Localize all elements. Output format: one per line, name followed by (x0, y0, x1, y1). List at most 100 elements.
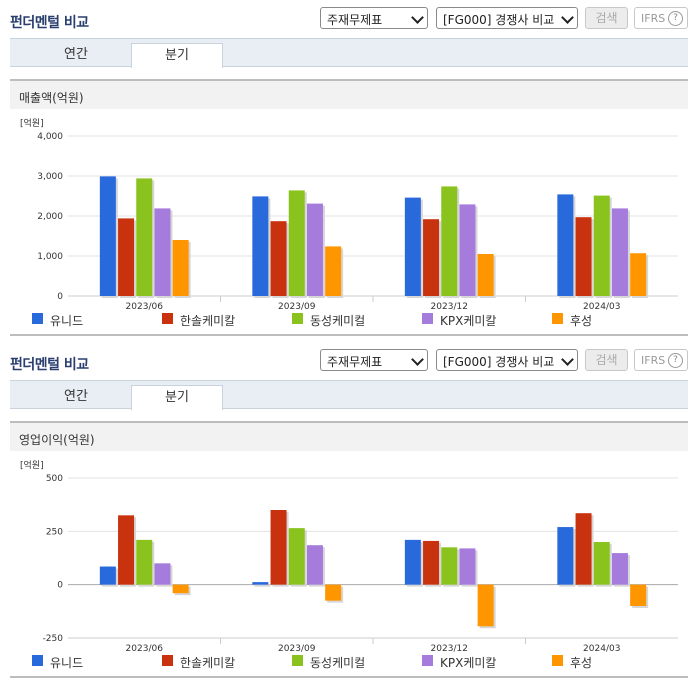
x-tick-label: 2024/03 (583, 644, 620, 654)
tab-quarterly[interactable]: 분기 (131, 43, 223, 68)
legend-swatch (162, 655, 173, 666)
x-tick-label: 2024/03 (583, 302, 620, 312)
y-unit-label: [억원] (20, 459, 44, 471)
chevron-down-icon (561, 11, 574, 24)
bar (404, 197, 421, 296)
x-tick-label: 2023/09 (278, 302, 316, 312)
y-tick-label: 0 (57, 581, 63, 591)
x-tick-label: 2023/12 (431, 644, 468, 654)
bar (477, 584, 494, 627)
bar (593, 195, 610, 296)
chart-legend: 유니드 한솔케미칼 동성케미컬 KPX케미칼 후성 (32, 654, 692, 670)
operating-profit-bar-chart: [억원] -250 0 250 500 2023/06 2023/09 2023/12 2024… (20, 459, 678, 654)
period-tab-bar: 연간 분기 (10, 380, 688, 410)
x-tick-label: 2023/12 (431, 302, 468, 312)
bar (154, 208, 171, 296)
peer-group-select[interactable]: [FG000] 경쟁사 비교 (436, 349, 578, 371)
bar (557, 527, 574, 585)
statement-type-value: 주재무제표 (327, 355, 383, 369)
bar (575, 217, 592, 296)
tab-quarterly[interactable]: 분기 (131, 385, 223, 410)
bar (423, 219, 440, 296)
bar (118, 515, 135, 585)
chart-legend: 유니드 한솔케미칼 동성케미컬 KPX케미칼 후성 (32, 312, 692, 328)
search-button[interactable]: 검색 (585, 7, 628, 29)
bar (630, 253, 647, 296)
bar (136, 539, 153, 585)
bar (252, 196, 269, 296)
bar (252, 582, 269, 585)
panel-title: 펀더멘털 비교 (10, 357, 89, 373)
bar (172, 240, 189, 296)
question-circle-icon: ? (668, 11, 683, 26)
x-tick-label: 2023/06 (126, 302, 164, 312)
panel-title: 펀더멘털 비교 (10, 15, 89, 31)
legend-label: 동성케미컬 (310, 656, 366, 670)
bar (593, 542, 610, 585)
bar (459, 204, 476, 296)
panel-divider (10, 334, 688, 336)
revenue-bar-chart: [억원] 0 1,000 2,000 3,000 4,000 2023/06 2023/09 2… (20, 117, 678, 312)
bar (270, 221, 287, 296)
panel-header: 펀더멘털 비교 주재무제표 [FG000] 경쟁사 비교 검색 IFRS ? (0, 0, 696, 36)
bar (270, 510, 287, 585)
question-circle-icon: ? (668, 353, 683, 368)
bar (325, 246, 342, 296)
ifrs-help-button[interactable]: IFRS ? (634, 349, 688, 371)
legend-swatch (162, 313, 173, 324)
bar (306, 203, 323, 296)
chevron-down-icon (411, 353, 424, 366)
bar (630, 584, 647, 606)
legend-label: KPX케미칼 (440, 656, 497, 670)
statement-type-select[interactable]: 주재무제표 (320, 7, 428, 29)
peer-group-value: [FG000] 경쟁사 비교 (443, 13, 555, 27)
legend-swatch (292, 655, 303, 666)
peer-group-select[interactable]: [FG000] 경쟁사 비교 (436, 7, 578, 29)
bar (423, 540, 440, 585)
panel-divider (10, 676, 688, 678)
bar (99, 566, 116, 585)
tab-annual[interactable]: 연간 (64, 47, 88, 62)
peer-group-value: [FG000] 경쟁사 비교 (443, 355, 555, 369)
bar (459, 548, 476, 585)
ifrs-help-button[interactable]: IFRS ? (634, 7, 688, 29)
bar (154, 563, 171, 585)
legend-label: 동성케미컬 (310, 314, 366, 328)
ifrs-label: IFRS (641, 354, 666, 367)
panel-header: 펀더멘털 비교 주재무제표 [FG000] 경쟁사 비교 검색 IFRS ? (0, 342, 696, 378)
period-tab-bar: 연간 분기 (10, 38, 688, 68)
bar (575, 513, 592, 585)
y-unit-label: [억원] (20, 117, 44, 129)
bar (611, 553, 628, 585)
fundamental-panel-revenue: 펀더멘털 비교 주재무제표 [FG000] 경쟁사 비교 검색 IFRS ? 연… (0, 0, 696, 336)
ifrs-label: IFRS (641, 12, 666, 25)
bar (288, 190, 305, 296)
legend-swatch (292, 313, 303, 324)
legend-label: 유니드 (50, 656, 84, 670)
legend-label: KPX케미칼 (440, 314, 497, 328)
y-tick-label: -250 (43, 634, 64, 644)
bar (441, 547, 458, 585)
tab-annual[interactable]: 연간 (64, 389, 88, 404)
legend-swatch (552, 655, 563, 666)
bar (441, 186, 458, 296)
y-tick-label: 3,000 (37, 172, 63, 182)
bar (477, 254, 494, 296)
y-tick-label: 1,000 (37, 252, 63, 262)
legend-label: 한솔케미칼 (180, 656, 236, 670)
statement-type-select[interactable]: 주재무제표 (320, 349, 428, 371)
y-tick-label: 2,000 (37, 212, 63, 222)
chevron-down-icon (411, 11, 424, 24)
legend-swatch (32, 313, 43, 324)
y-tick-label: 500 (46, 474, 63, 484)
search-button[interactable]: 검색 (585, 349, 628, 371)
statement-type-value: 주재무제표 (327, 13, 383, 27)
chart-subtitle: 영업이익(억원) (10, 421, 688, 451)
legend-swatch (552, 313, 563, 324)
legend-swatch (422, 313, 433, 324)
bar (136, 178, 153, 296)
chevron-down-icon (561, 353, 574, 366)
x-tick-label: 2023/06 (126, 644, 164, 654)
bar (325, 584, 342, 601)
fundamental-panel-operating-profit: 펀더멘털 비교 주재무제표 [FG000] 경쟁사 비교 검색 IFRS ? 연… (0, 342, 696, 684)
